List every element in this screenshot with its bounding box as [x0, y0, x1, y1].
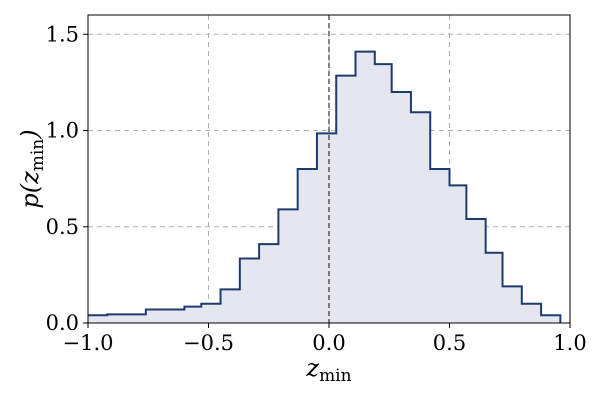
- histogram-bin-16: [430, 169, 450, 323]
- x-tick-label-1: −0.5: [183, 331, 234, 355]
- histogram-bin-9: [297, 169, 318, 323]
- histogram-bin-22: [541, 315, 561, 323]
- histogram-bin-6: [239, 258, 260, 323]
- x-tick-label-2: 0.0: [312, 331, 345, 355]
- histogram-bin-11: [336, 75, 357, 323]
- x-tick-label-0: −1.0: [63, 331, 114, 355]
- histogram-bin-21: [521, 303, 542, 323]
- y-axis-label-main: p(z: [16, 171, 44, 209]
- histogram-bin-8: [278, 209, 299, 323]
- histogram-bin-5: [220, 289, 241, 323]
- histogram-bin-17: [449, 185, 467, 323]
- histogram-step-outline: [88, 50, 562, 323]
- histogram-bin-20: [502, 286, 523, 323]
- histogram-bin-19: [485, 252, 504, 323]
- y-tick-label-2: 1.0: [46, 119, 79, 143]
- histogram-bin-12: [355, 51, 376, 323]
- y-tick-label-0: 0.0: [46, 311, 79, 335]
- y-axis-label-sub: min: [28, 139, 48, 172]
- x-axis-label: zmin: [305, 354, 351, 386]
- x-tick-label-3: 0.5: [433, 331, 466, 355]
- y-tick-label-1: 0.5: [46, 215, 79, 239]
- histogram-bin-2: [145, 309, 185, 323]
- y-axis-label: p(zmin): [16, 129, 48, 208]
- x-axis-label-sub: min: [319, 366, 352, 386]
- histogram-bars: [88, 50, 562, 324]
- histogram-bin-1: [107, 314, 147, 323]
- histogram-bin-10: [316, 133, 337, 323]
- histogram-bin-0: [88, 315, 108, 323]
- x-tick-label-4: 1.0: [553, 331, 586, 355]
- histogram-bin-14: [391, 92, 412, 323]
- histogram-bin-7: [259, 244, 279, 323]
- histogram-bin-4: [201, 303, 222, 323]
- y-tick-label-3: 1.5: [46, 22, 79, 46]
- histogram-bin-15: [410, 112, 431, 324]
- histogram-bin-18: [466, 219, 487, 323]
- x-axis-label-main: z: [305, 354, 319, 382]
- histogram-bin-13: [374, 64, 393, 324]
- axis-ticks: −1.0 −0.5 0.0 0.5 1.0 0.0 0.5 1.0 1.5: [46, 22, 587, 355]
- histogram-bin-3: [184, 306, 202, 323]
- y-axis-label-suffix: ): [16, 129, 44, 139]
